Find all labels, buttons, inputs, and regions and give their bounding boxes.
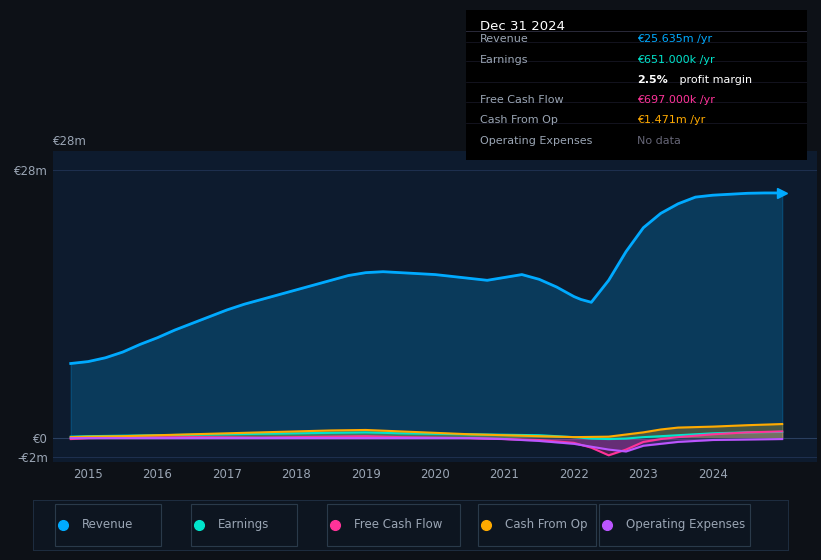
- Text: 2.5%: 2.5%: [637, 75, 667, 85]
- Text: Cash From Op: Cash From Op: [480, 115, 557, 125]
- Text: Free Cash Flow: Free Cash Flow: [354, 518, 443, 531]
- Bar: [56, 503, 161, 546]
- Text: Cash From Op: Cash From Op: [505, 518, 587, 531]
- Text: Earnings: Earnings: [480, 55, 529, 66]
- Text: Free Cash Flow: Free Cash Flow: [480, 95, 563, 105]
- Text: €28m: €28m: [53, 136, 87, 148]
- Bar: [328, 503, 460, 546]
- Text: Revenue: Revenue: [82, 518, 133, 531]
- Text: €651.000k /yr: €651.000k /yr: [637, 55, 714, 66]
- Text: Earnings: Earnings: [218, 518, 269, 531]
- Text: €697.000k /yr: €697.000k /yr: [637, 95, 714, 105]
- Bar: [479, 503, 595, 546]
- Bar: [191, 503, 297, 546]
- Text: profit margin: profit margin: [676, 75, 752, 85]
- Text: No data: No data: [637, 136, 681, 146]
- Text: Operating Expenses: Operating Expenses: [480, 136, 592, 146]
- Text: Dec 31 2024: Dec 31 2024: [480, 20, 565, 33]
- Text: Operating Expenses: Operating Expenses: [626, 518, 745, 531]
- Text: €25.635m /yr: €25.635m /yr: [637, 34, 712, 44]
- Text: Revenue: Revenue: [480, 34, 529, 44]
- Bar: [599, 503, 750, 546]
- Text: €1.471m /yr: €1.471m /yr: [637, 115, 705, 125]
